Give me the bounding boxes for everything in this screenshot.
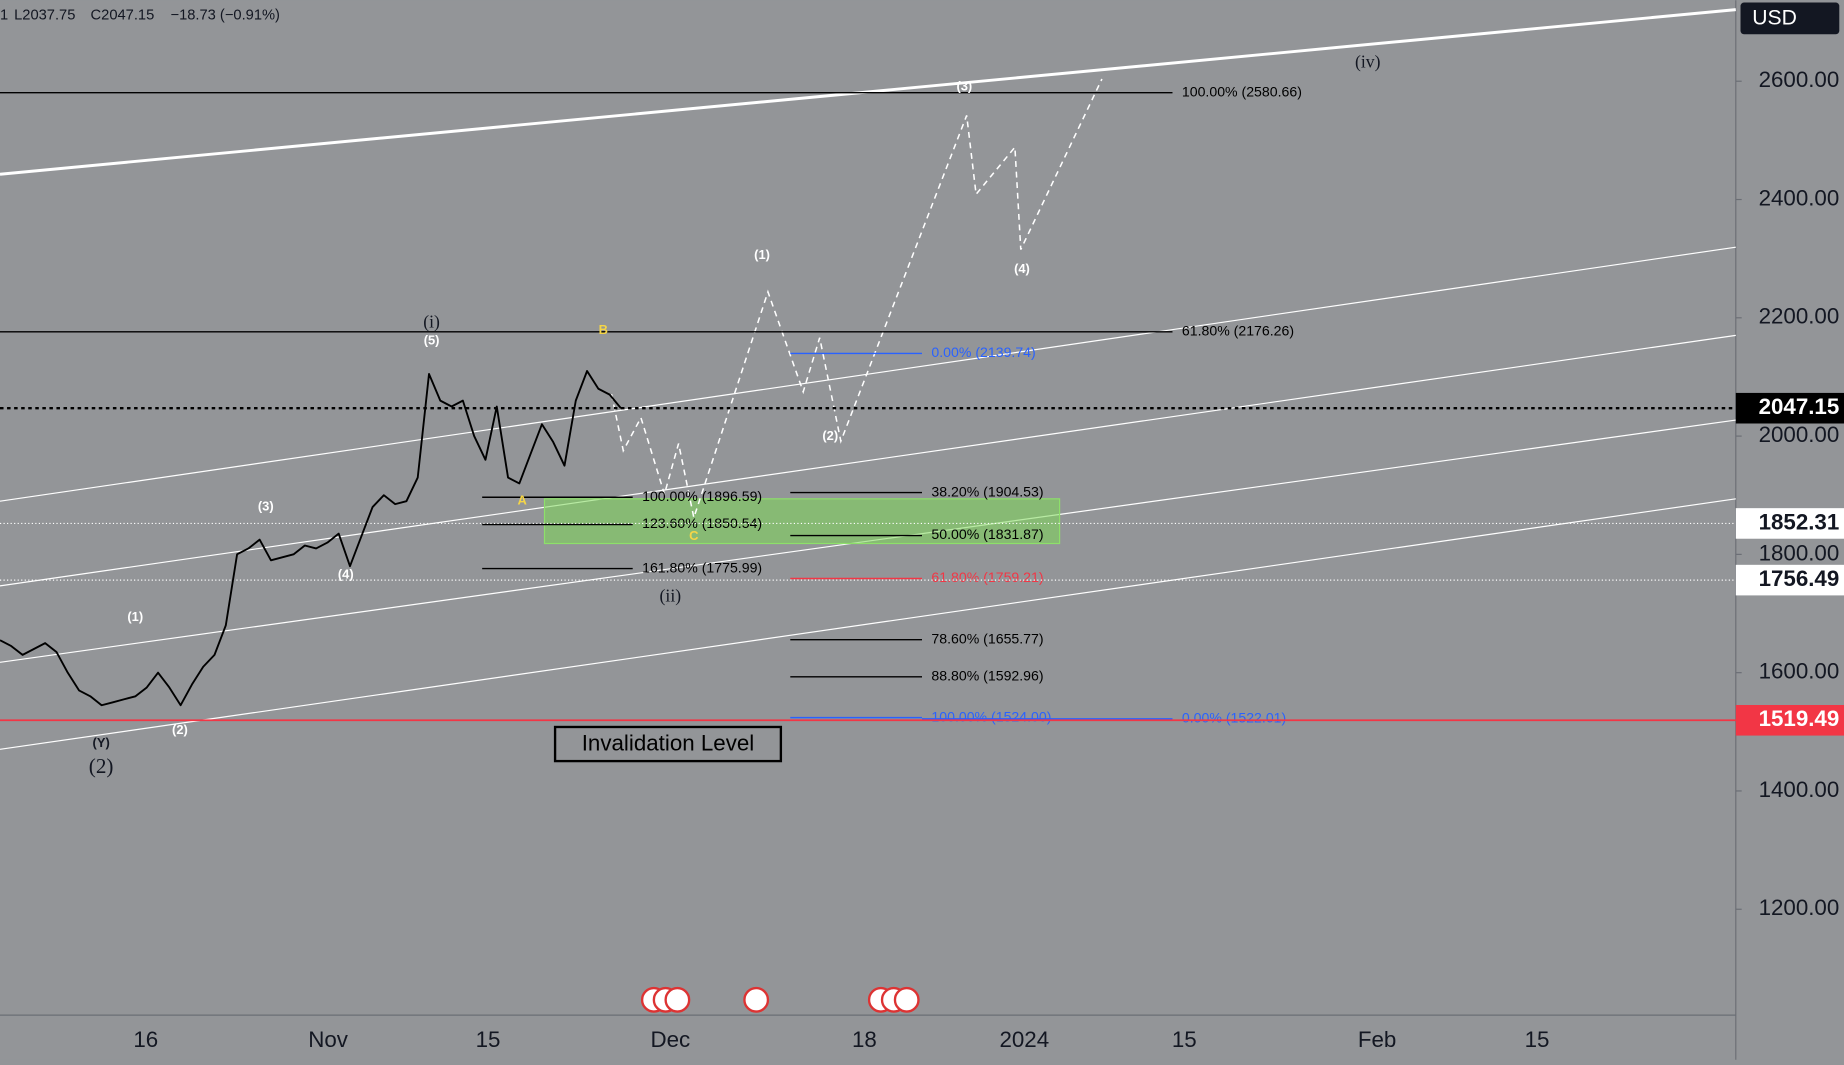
y-tick-label: 2600.00 [1759, 67, 1840, 92]
y-tick-label: 1800.00 [1759, 540, 1840, 565]
annotation: Invalidation Level [582, 731, 755, 756]
y-tick-label: 1400.00 [1759, 777, 1840, 802]
wave-label: (iv) [1355, 52, 1381, 72]
fib-label: 100.00% (1896.59) [642, 488, 762, 504]
x-tick-label: 16 [133, 1027, 158, 1052]
wave-label: (4) [1014, 261, 1030, 276]
close-value: C2047.15 [91, 7, 155, 23]
currency-badge[interactable] [1740, 2, 1840, 35]
y-tick-label: 2400.00 [1759, 185, 1840, 210]
wave-label: (4) [338, 567, 354, 582]
event-flag[interactable] [893, 986, 920, 1013]
annotation-box [553, 725, 783, 763]
wave-label: (5) [424, 333, 440, 348]
y-tick-label: 2200.00 [1759, 304, 1840, 329]
x-tick-label: 15 [1172, 1027, 1197, 1052]
channel-line [0, 498, 1736, 750]
fib-label: 78.60% (1655.77) [931, 630, 1043, 646]
currency: USD [1752, 7, 1797, 30]
price-badge [1735, 392, 1844, 424]
event-flag[interactable] [743, 986, 770, 1013]
price-badge [1735, 704, 1844, 736]
fib-label: 161.80% (1775.99) [642, 559, 762, 575]
y-tick-label: 1600.00 [1759, 659, 1840, 684]
fib-label: 100.00% (1524.00) [931, 708, 1051, 724]
event-flag[interactable] [664, 986, 691, 1013]
price-badge [1735, 564, 1844, 596]
wave-label: (i) [423, 312, 440, 332]
wave-label: B [599, 322, 608, 337]
x-tick-label: 2024 [999, 1027, 1049, 1052]
wave-label: A [517, 493, 526, 508]
wave-label: (3) [956, 79, 972, 94]
channel-line [0, 334, 1736, 587]
price-line-series [0, 370, 622, 707]
x-tick-label: Feb [1358, 1027, 1396, 1052]
x-tick-label: 15 [1525, 1027, 1550, 1052]
price-label: 2047.15 [1759, 394, 1840, 419]
wave-label: (ii) [660, 586, 682, 606]
wave-label: (3) [258, 498, 274, 513]
fib-label: 61.80% (1759.21) [931, 569, 1043, 585]
change-value: −18.73 (−0.91%) [171, 7, 280, 23]
wave-label: (2) [172, 722, 188, 737]
x-tick-label: Dec [650, 1027, 690, 1052]
wave-label: (2) [89, 754, 114, 778]
wave-label: C [689, 528, 698, 543]
x-tick-label: 15 [476, 1027, 501, 1052]
price-badge [1735, 508, 1844, 539]
wave-label: (Y) [93, 735, 110, 750]
fib-label: 0.00% (1522.01) [1182, 710, 1286, 726]
event-flags [640, 986, 920, 1013]
symbol: 1 [0, 7, 8, 23]
header: 1 L2037.75 C2047.15 −18.73 (−0.91%) [0, 7, 280, 23]
fib-label: 0.00% (2139.74) [931, 344, 1035, 360]
fib-label: 88.80% (1592.96) [931, 668, 1043, 684]
fib-label: 100.00% (2580.66) [1182, 83, 1302, 99]
wave-label: (1) [754, 247, 770, 262]
x-tick-label: Nov [308, 1027, 349, 1052]
channel-line [0, 8, 1736, 176]
wave-label: (2) [822, 428, 838, 443]
y-tick-label: 1200.00 [1759, 895, 1840, 920]
price-label: 1852.31 [1759, 509, 1840, 534]
channel-line [0, 246, 1736, 502]
fib-label: 38.20% (1904.53) [931, 483, 1043, 499]
fib-label: 50.00% (1831.87) [931, 526, 1043, 542]
price-label: 1756.49 [1759, 566, 1840, 591]
y-tick-label: 2000.00 [1759, 422, 1840, 447]
fib-label: 61.80% (2176.26) [1182, 323, 1294, 339]
wave-label: (1) [127, 609, 143, 624]
projection-path [610, 78, 1103, 521]
price-label: 1519.49 [1759, 706, 1840, 731]
x-tick-label: 18 [852, 1027, 877, 1052]
low-value: L2037.75 [14, 7, 75, 23]
